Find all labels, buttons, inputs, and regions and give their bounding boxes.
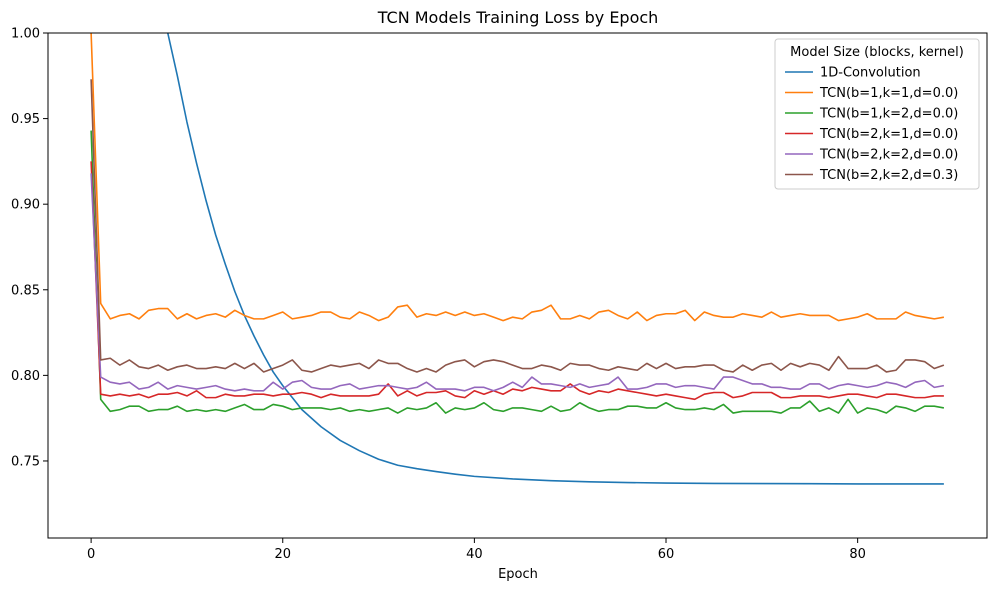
legend: Model Size (blocks, kernel) 1D-Convoluti… bbox=[774, 38, 980, 190]
x-tick-label: 80 bbox=[849, 547, 866, 562]
y-tick-label: 0.90 bbox=[11, 198, 40, 213]
chart-title: TCN Models Training Loss by Epoch bbox=[377, 8, 659, 27]
legend-items: 1D-Convolution TCN(b=1,k=1,d=0.0) TCN(b=1,… bbox=[785, 66, 958, 183]
legend-box bbox=[774, 38, 980, 190]
x-tick-label: 40 bbox=[466, 547, 483, 562]
x-tick-label: 60 bbox=[658, 547, 675, 562]
y-axis: 0.75 0.80 0.85 0.90 0.95 1.00 bbox=[11, 27, 48, 469]
series-line-5 bbox=[90, 79, 945, 373]
legend-label-3: TCN(b=2,k=1,d=0.0) bbox=[819, 127, 958, 142]
series-line-0 bbox=[166, 33, 944, 485]
y-tick-label: 1.00 bbox=[11, 27, 40, 42]
y-tick-label: 0.85 bbox=[11, 283, 40, 298]
legend-label-1: TCN(b=1,k=1,d=0.0) bbox=[819, 86, 958, 101]
y-tick-label: 0.80 bbox=[11, 369, 40, 384]
x-axis: 0 20 40 60 80 bbox=[87, 538, 866, 562]
legend-label-0: 1D-Convolution bbox=[820, 66, 921, 81]
series-line-1 bbox=[90, 33, 945, 322]
series-line-4 bbox=[90, 173, 945, 392]
y-tick-label: 0.95 bbox=[11, 112, 40, 127]
legend-label-5: TCN(b=2,k=2,d=0.3) bbox=[819, 168, 958, 183]
series-layer bbox=[90, 33, 945, 485]
y-tick-label: 0.75 bbox=[11, 454, 40, 469]
series-line-3 bbox=[90, 161, 944, 401]
plot-frame bbox=[47, 32, 988, 539]
legend-label-4: TCN(b=2,k=2,d=0.0) bbox=[819, 148, 958, 163]
series-line-2 bbox=[90, 130, 945, 414]
x-tick-label: 20 bbox=[274, 547, 291, 562]
legend-title: Model Size (blocks, kernel) bbox=[790, 45, 964, 60]
x-axis-title: Epoch bbox=[498, 567, 538, 582]
legend-label-2: TCN(b=1,k=2,d=0.0) bbox=[819, 107, 958, 122]
x-tick-label: 0 bbox=[87, 547, 95, 562]
